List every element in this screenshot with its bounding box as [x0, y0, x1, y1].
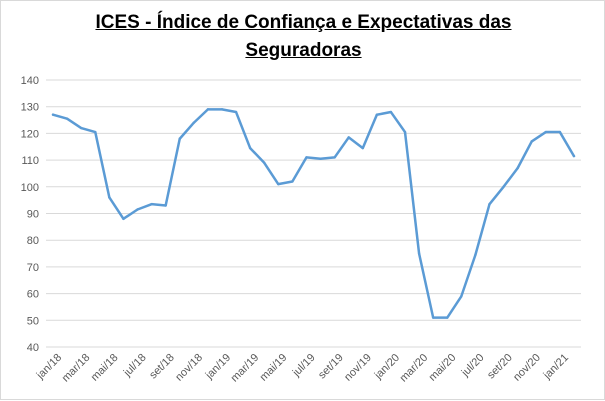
x-tick-label: jan/21: [541, 352, 571, 382]
data-point: [544, 130, 548, 134]
y-tick-label: 60: [27, 289, 39, 301]
data-point: [220, 108, 224, 111]
x-tick-label: jul/18: [121, 352, 149, 380]
data-point: [79, 126, 83, 130]
x-tick-label: jan/18: [34, 352, 64, 382]
data-point: [277, 182, 280, 186]
data-point: [389, 110, 393, 114]
data-point: [488, 202, 491, 206]
data-point: [108, 196, 111, 199]
chart-title-line-2: Seguradoras: [245, 40, 362, 61]
x-tick-label: set/18: [147, 352, 177, 382]
x-tick-label: mai/20: [427, 352, 459, 384]
data-point: [375, 113, 379, 116]
y-axis-tick-labels: 40 50 60 70 80 90 100 110 120 130 140: [21, 75, 39, 354]
data-point: [431, 316, 435, 319]
x-tick-label: jan/19: [203, 352, 233, 382]
x-tick-label: jan/20: [372, 352, 402, 382]
data-point: [248, 146, 252, 150]
chart-title-line-1: ICES - Índice de Confiança e Expectativa…: [95, 12, 512, 33]
data-point: [446, 316, 449, 319]
x-tick-label: nov/20: [511, 352, 543, 384]
y-tick-label: 100: [21, 182, 39, 194]
data-point: [234, 110, 238, 114]
data-point: [502, 185, 505, 188]
x-tick-label: mai/18: [89, 352, 121, 384]
x-tick-label: set/19: [316, 352, 346, 382]
data-point: [572, 154, 576, 158]
data-point: [530, 140, 533, 143]
y-tick-label: 130: [21, 102, 39, 114]
data-point: [263, 161, 266, 164]
x-tick-label: nov/18: [173, 352, 205, 384]
data-point: [51, 113, 55, 116]
x-tick-label: nov/19: [342, 352, 374, 384]
data-point: [192, 121, 196, 124]
series-line-layer: [51, 108, 576, 319]
y-tick-label: 40: [27, 342, 39, 354]
data-point: [178, 137, 181, 140]
data-point: [164, 204, 167, 207]
chart-title: ICES - Índice de Confiança e Expectativa…: [1, 9, 605, 65]
y-tick-label: 50: [27, 315, 39, 327]
data-point: [65, 117, 69, 120]
data-point: [291, 180, 294, 183]
data-point: [94, 130, 97, 134]
x-tick-label: mar/19: [229, 352, 262, 385]
data-point: [150, 202, 153, 206]
series-line-0: [51, 108, 576, 319]
y-tick-label: 120: [21, 128, 39, 140]
data-point: [361, 146, 364, 150]
data-point: [403, 130, 407, 134]
data-point: [333, 156, 336, 159]
data-point: [347, 136, 350, 139]
x-tick-label: mar/18: [60, 352, 93, 385]
data-point: [206, 108, 210, 111]
y-tick-label: 140: [21, 75, 39, 87]
y-tick-label: 90: [27, 209, 39, 221]
data-point: [558, 130, 562, 134]
x-tick-label: jul/20: [459, 352, 487, 380]
x-tick-label: set/20: [485, 352, 515, 382]
y-tick-label: 80: [27, 235, 39, 247]
data-point: [516, 166, 519, 170]
data-point: [122, 217, 125, 221]
data-point: [305, 156, 308, 159]
data-point: [136, 208, 139, 211]
y-tick-label: 110: [21, 155, 39, 167]
data-point: [417, 252, 421, 255]
x-tick-label: jul/19: [290, 352, 318, 380]
y-tick-label: 70: [27, 262, 39, 274]
data-point: [474, 253, 477, 257]
x-tick-label: mar/20: [398, 352, 431, 385]
gridlines: [46, 79, 581, 348]
x-tick-label: mai/19: [258, 352, 290, 384]
data-point: [460, 295, 463, 298]
data-point: [319, 157, 322, 160]
